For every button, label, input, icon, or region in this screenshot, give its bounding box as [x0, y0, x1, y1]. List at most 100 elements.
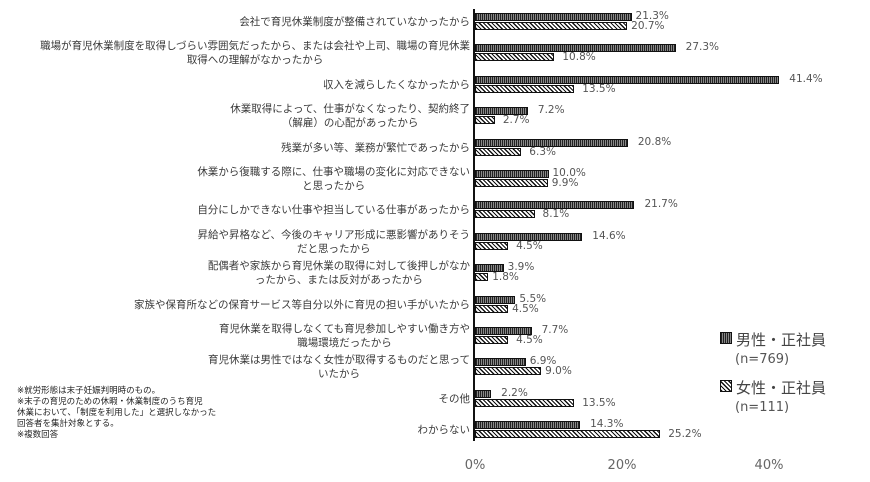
bar-female	[475, 273, 489, 282]
category-label: 育児休業を取得しなくても育児参加しやすい働き方や 職場環境だったから	[219, 322, 470, 350]
category-label: 家族や保育所などの保育サービス等自分以外に育児の担い手がいたから	[134, 298, 470, 312]
bar-male	[475, 295, 516, 304]
bar-male	[475, 358, 526, 367]
legend-male-n: (n=769)	[735, 352, 790, 367]
value-label-male: 7.2%	[537, 104, 565, 117]
category-label: 休業取得によって、仕事がなくなったり、契約終了 （解雇）の心配があったから	[230, 102, 470, 130]
category-label-line: わからない	[417, 424, 471, 437]
bar-male	[475, 389, 492, 398]
category-label-line: 家族や保育所などの保育サービス等自分以外に育児の担い手がいたから	[134, 298, 470, 311]
legend-male-label: 男性・正社員	[736, 331, 827, 349]
x-tick-20: 20%	[607, 458, 637, 473]
bar-female	[475, 430, 661, 439]
category-label: その他	[439, 392, 471, 406]
footnote-line: 回答者を集計対象とする。	[17, 419, 119, 429]
y-axis-line	[473, 9, 475, 441]
category-label: 収入を減らしたくなかったから	[323, 78, 470, 92]
category-label: 育児休業は男性ではなく女性が取得するものだと思って いたから	[208, 353, 470, 381]
value-label-male: 20.8%	[637, 135, 672, 148]
bar-female	[475, 304, 509, 313]
category-label-line: その他	[438, 392, 471, 405]
value-label-male: 21.7%	[644, 198, 678, 211]
value-label-male: 5.5%	[519, 292, 547, 305]
value-label-female: 4.5%	[516, 334, 543, 346]
legend-female-label: 女性・正社員	[736, 379, 827, 397]
category-label: 休業から復職する際に、仕事や職場の変化に対応できない と思ったから	[197, 165, 470, 193]
x-tick-0: 0%	[464, 458, 486, 473]
category-label: 昇給や昇格など、今後のキャリア形成に悪影響がありそう だと思ったから	[198, 228, 470, 256]
category-label-line: 休業から復職する際に、仕事や職場の変化に対応できない	[197, 166, 470, 178]
footnote-line: ※就労形態は末子妊娠判明時のもの。	[17, 386, 161, 396]
bar-male	[475, 75, 780, 84]
value-label-male: 6.9%	[529, 355, 557, 368]
bar-male	[475, 44, 676, 53]
bar-female	[475, 398, 575, 407]
category-label-line: 取得への理解がなかったから	[186, 54, 324, 67]
bar-female	[475, 147, 522, 156]
category-label: 配偶者や家族から育児休業の取得に対して後押しがなか ったから、または反対があったか…	[208, 259, 470, 287]
category-label-line: いたから	[318, 368, 360, 381]
bar-female	[475, 367, 542, 376]
value-label-male: 2.2%	[501, 386, 528, 399]
bar-female	[475, 116, 495, 125]
category-label-line: 自分にしかできない仕事や担当している仕事があったから	[197, 204, 470, 217]
legend-female: 女性・正社員 (n=111)	[720, 378, 826, 418]
legend-male: 男性・正社員 (n=769)	[720, 330, 826, 370]
value-label-female: 6.3%	[529, 145, 556, 158]
value-label-male: 21.3%	[635, 10, 669, 22]
bar-male	[475, 201, 635, 210]
value-label-female: 20.7%	[631, 20, 665, 32]
value-label-male: 27.3%	[685, 41, 719, 54]
bar-female	[475, 241, 509, 250]
footnote-line: ※複数回答	[17, 430, 59, 440]
value-label-male: 41.4%	[789, 72, 823, 85]
footnote-line: 休業において、「制度を利用した」と選択しなかった	[17, 408, 217, 418]
category-label-line: 配偶者や家族から育児休業の取得に対して後押しがなか	[207, 260, 470, 273]
category-label-line: 収入を減らしたくなかったから	[323, 78, 470, 91]
category-label-line: 職場が育児休業制度を取得しづらい雰囲気だったから、または会社や上司、職場の育児休…	[40, 40, 470, 53]
value-label-female: 25.2%	[668, 428, 702, 441]
legend-female-n: (n=111)	[735, 400, 790, 415]
category-label: 自分にしかできない仕事や担当している仕事があったから	[197, 203, 470, 217]
value-label-male: 14.6%	[592, 229, 626, 242]
bar-male	[475, 421, 581, 430]
value-label-female: 13.5%	[582, 82, 616, 95]
bar-male	[475, 170, 549, 178]
bar-male	[475, 138, 628, 147]
value-label-female: 4.5%	[512, 302, 539, 315]
bar-male	[475, 264, 504, 273]
category-label: 会社で育児休業制度が整備されていなかったから	[239, 15, 470, 29]
bar-female	[475, 22, 628, 30]
category-label-line: 職場環境だったから	[297, 337, 392, 349]
value-label-female: 1.8%	[492, 271, 519, 284]
category-label-line: 育児休業は男性ではなく女性が取得するものだと思って	[208, 354, 470, 367]
category-label-line: （解雇）の心配があったから	[281, 117, 419, 130]
value-label-female: 8.1%	[542, 208, 570, 221]
bar-male	[475, 13, 632, 21]
bar-female	[475, 210, 535, 219]
bar-male	[475, 327, 532, 335]
category-label-line: 会社で育児休業制度が整備されていなかったから	[239, 16, 470, 28]
x-tick-40: 40%	[754, 458, 784, 473]
category-label-line: 昇給や昇格など、今後のキャリア形成に悪影響がありそう	[197, 228, 470, 241]
bar-male	[475, 232, 583, 241]
value-label-male: 7.7%	[541, 324, 569, 336]
bar-female	[475, 336, 509, 344]
value-label-female: 4.5%	[516, 239, 543, 252]
value-label-female: 13.5%	[582, 396, 616, 409]
bar-female	[475, 53, 555, 62]
footnote-line: ※末子の育児のための休暇・休業制度のうち育児	[17, 397, 203, 407]
footnote: ※就労形態は末子妊娠判明時のもの。 ※末子の育児のための休暇・休業制度のうち育児…	[17, 386, 216, 441]
value-label-female: 9.9%	[551, 177, 579, 189]
category-label-line: 休業取得によって、仕事がなくなったり、契約終了	[230, 103, 470, 116]
category-label: 残業が多い等、業務が繁忙であったから	[281, 141, 470, 155]
category-label: 職場が育児休業制度を取得しづらい雰囲気だったから、または会社や上司、職場の育児休…	[40, 39, 470, 67]
value-label-male: 14.3%	[590, 418, 624, 431]
bar-female	[475, 84, 575, 93]
bar-male	[475, 107, 528, 116]
value-label-female: 9.0%	[545, 365, 572, 378]
value-label-male: 10.0%	[552, 167, 586, 179]
category-label-line: 育児休業を取得しなくても育児参加しやすい働き方や	[218, 323, 470, 335]
male-swatch-icon	[720, 332, 732, 344]
category-label-line: だと思ったから	[297, 242, 371, 255]
